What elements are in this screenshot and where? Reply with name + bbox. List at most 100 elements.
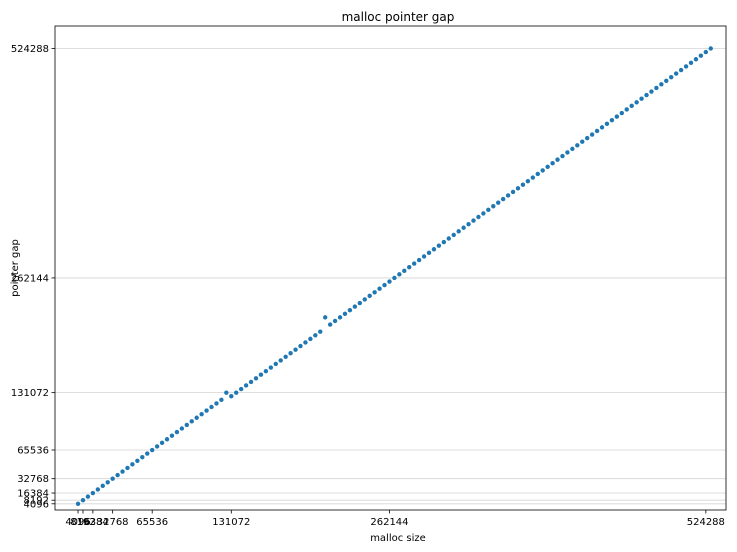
data-point xyxy=(154,444,160,449)
y-tick-label: 131072 xyxy=(11,388,49,399)
data-point xyxy=(476,214,481,220)
data-point xyxy=(708,46,713,51)
data-point xyxy=(535,171,540,177)
data-point xyxy=(530,175,536,180)
data-point xyxy=(496,200,501,205)
data-point xyxy=(594,128,600,134)
data-point xyxy=(466,221,471,227)
data-point xyxy=(80,498,86,503)
data-point xyxy=(411,261,417,266)
x-tick-label: 32768 xyxy=(97,517,129,528)
data-point xyxy=(481,211,486,216)
data-point xyxy=(100,483,105,489)
data-point xyxy=(392,275,397,281)
data-point xyxy=(555,157,560,162)
data-point xyxy=(179,426,185,431)
grid-lines xyxy=(55,48,726,505)
x-tick-label: 16384 xyxy=(77,517,109,528)
data-point xyxy=(308,336,313,342)
data-point xyxy=(515,186,521,191)
data-point xyxy=(421,254,427,259)
data-point xyxy=(174,429,180,435)
data-point xyxy=(589,132,595,137)
data-point xyxy=(560,153,565,159)
data-point xyxy=(659,82,664,87)
data-point xyxy=(105,480,110,485)
data-point xyxy=(624,107,629,112)
data-point xyxy=(644,92,649,98)
data-point xyxy=(397,272,402,277)
y-tick-label: 8192 xyxy=(24,496,49,507)
data-point xyxy=(283,354,288,360)
data-point xyxy=(149,447,155,453)
data-point xyxy=(372,290,377,295)
data-point xyxy=(219,397,224,403)
plot-frame xyxy=(54,25,727,511)
data-point xyxy=(303,340,308,345)
data-point xyxy=(184,422,189,428)
data-point xyxy=(416,257,422,263)
data-point xyxy=(451,232,456,238)
data-point xyxy=(456,229,461,234)
data-point xyxy=(95,487,101,492)
data-point xyxy=(599,125,605,130)
data-point xyxy=(575,143,580,148)
data-point xyxy=(367,293,372,299)
data-point xyxy=(377,286,382,291)
data-point xyxy=(169,433,175,438)
data-point xyxy=(140,454,145,460)
data-point xyxy=(323,315,328,320)
y-tick-label: 65536 xyxy=(17,446,49,457)
data-point xyxy=(510,189,516,195)
data-point xyxy=(238,386,244,392)
data-point xyxy=(357,300,363,306)
data-point xyxy=(491,204,496,209)
data-point xyxy=(189,419,194,424)
data-point xyxy=(545,164,550,170)
data-point xyxy=(268,365,274,370)
data-point xyxy=(500,196,506,202)
data-point xyxy=(649,89,654,94)
x-tick-label: 131072 xyxy=(212,517,250,528)
data-point xyxy=(164,437,170,442)
y-tick-label: 4096 xyxy=(24,499,49,510)
data-point xyxy=(471,218,476,223)
data-point xyxy=(115,472,120,478)
data-point xyxy=(145,451,150,456)
data-point xyxy=(204,408,209,413)
data-point xyxy=(619,110,624,116)
y-tick-label: 524288 xyxy=(11,44,49,55)
y-tick-label: 32768 xyxy=(17,474,49,485)
data-point xyxy=(243,383,249,388)
data-point xyxy=(382,282,387,288)
data-point xyxy=(664,78,669,83)
data-point xyxy=(224,390,229,395)
data-point xyxy=(673,71,679,76)
chart-title: malloc pointer gap xyxy=(342,10,455,24)
data-point xyxy=(318,329,323,334)
data-point xyxy=(654,85,659,91)
data-point xyxy=(214,401,219,406)
data-point xyxy=(337,315,343,320)
data-point xyxy=(248,379,254,385)
data-point xyxy=(278,358,283,363)
data-point xyxy=(678,67,684,73)
x-tick-label: 4096 xyxy=(65,517,90,528)
data-point xyxy=(431,247,437,252)
x-tick-label: 262144 xyxy=(370,517,408,528)
data-point xyxy=(209,404,214,410)
data-point xyxy=(540,168,545,173)
axis-ticks: 4096819216384327686553613107226214452428… xyxy=(11,44,725,528)
data-point xyxy=(194,415,199,420)
data-point xyxy=(669,74,674,80)
data-point xyxy=(565,150,570,155)
data-point xyxy=(703,49,709,55)
data-point xyxy=(229,394,234,399)
data-point xyxy=(362,297,367,302)
data-point xyxy=(639,96,644,101)
data-point xyxy=(130,462,135,467)
data-point xyxy=(609,118,615,123)
data-point xyxy=(407,264,412,270)
